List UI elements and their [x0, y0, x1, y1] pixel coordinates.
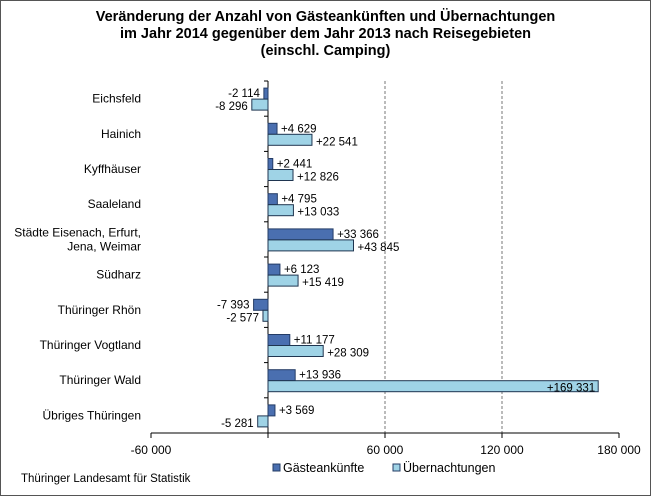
- bar-uebernachtungen: [267, 345, 324, 357]
- bar-uebernachtungen: [267, 239, 354, 252]
- bar-gaesteankuenfte: [267, 404, 276, 417]
- x-tick-label: 60 000: [367, 443, 404, 457]
- bar-gaesteankuenfte: [267, 369, 296, 382]
- bar-gaesteankuenfte: [253, 298, 269, 311]
- legend-label: Übernachtungen: [403, 461, 495, 475]
- data-label: +13 033: [297, 207, 339, 219]
- bar-gaesteankuenfte: [267, 193, 278, 206]
- category-label-line: Übriges Thüringen: [42, 408, 141, 422]
- legend-label: Gästeankünfte: [283, 461, 364, 475]
- data-label: +3 569: [279, 405, 315, 417]
- data-label: +15 419: [302, 277, 344, 289]
- bar-uebernachtungen: [262, 309, 269, 322]
- bar-uebernachtungen: [267, 380, 599, 393]
- category-label-line: Hainich: [101, 127, 141, 141]
- x-tick-label: 180 000: [597, 443, 641, 457]
- data-label: +6 123: [284, 264, 320, 276]
- chart-title: Veränderung der Anzahl von Gästeankünfte…: [1, 9, 650, 60]
- category-label-line: Thüringer Rhön: [58, 303, 141, 317]
- data-label: +13 936: [299, 370, 341, 382]
- category-label: Thüringer Vogtland: [40, 338, 141, 352]
- data-label: +43 845: [357, 242, 399, 254]
- data-label: +2 441: [277, 159, 313, 171]
- category-label: Eichsfeld: [92, 92, 141, 106]
- category-label-line: Eichsfeld: [92, 92, 141, 106]
- bar-uebernachtungen: [267, 169, 294, 181]
- category-label: Saaleland: [88, 197, 141, 211]
- category-label: Übriges Thüringen: [42, 408, 141, 422]
- x-tick-label: 120 000: [480, 443, 524, 457]
- bar-uebernachtungen: [267, 274, 299, 287]
- legend-swatch: [272, 463, 281, 472]
- x-tick-label: -60 000: [131, 443, 172, 457]
- data-label: -5 281: [221, 418, 254, 430]
- bar-uebernachtungen: [257, 415, 269, 428]
- source-note: Thüringer Landesamt für Statistik: [21, 473, 191, 485]
- category-label: Hainich: [101, 127, 141, 141]
- category-label-line: Thüringer Wald: [59, 373, 141, 387]
- category-label: Südharz: [96, 268, 141, 282]
- bar-gaesteankuenfte: [267, 263, 281, 276]
- bar-gaesteankuenfte: [267, 334, 291, 346]
- bar-gaesteankuenfte: [267, 158, 274, 170]
- bar-uebernachtungen: [267, 204, 294, 217]
- category-label-line: Kyffhäuser: [84, 162, 141, 176]
- legend-swatch: [392, 463, 401, 472]
- bar-gaesteankuenfte: [263, 87, 269, 100]
- data-label: -2 577: [226, 312, 259, 324]
- title-line: (einschl. Camping): [260, 43, 391, 59]
- data-label: -2 114: [228, 88, 260, 100]
- bar-gaesteankuenfte: [267, 228, 334, 241]
- data-label: -7 393: [217, 299, 250, 311]
- category-label-line: Saaleland: [88, 197, 141, 211]
- data-label: -8 296: [215, 101, 248, 113]
- category-label: Kyffhäuser: [84, 162, 141, 176]
- category-label-line: Thüringer Vogtland: [40, 338, 141, 352]
- title-line: Veränderung der Anzahl von Gästeankünfte…: [95, 9, 556, 25]
- data-label: +12 826: [297, 172, 339, 184]
- title-line: im Jahr 2014 gegenüber dem Jahr 2013 nac…: [119, 26, 531, 42]
- category-label-line: Südharz: [96, 268, 141, 282]
- bar-uebernachtungen: [251, 98, 269, 111]
- category-label: Thüringer Wald: [59, 373, 141, 387]
- data-label: +4 629: [281, 123, 317, 135]
- category-label-line: Städte Eisenach, Erfurt,: [14, 225, 141, 239]
- category-label: Thüringer Rhön: [58, 303, 141, 317]
- bar-uebernachtungen: [267, 133, 313, 146]
- category-label: Städte Eisenach, Erfurt, Jena, Weimar: [14, 225, 141, 253]
- data-label: +4 795: [281, 194, 317, 206]
- category-label-line: Jena, Weimar: [67, 239, 141, 253]
- data-label: +28 309: [327, 348, 369, 360]
- data-label: +33 366: [337, 229, 379, 241]
- data-label: +22 541: [316, 136, 358, 148]
- bar-gaesteankuenfte: [267, 122, 278, 135]
- data-label: +169 331: [547, 383, 595, 395]
- data-label: +11 177: [294, 335, 335, 347]
